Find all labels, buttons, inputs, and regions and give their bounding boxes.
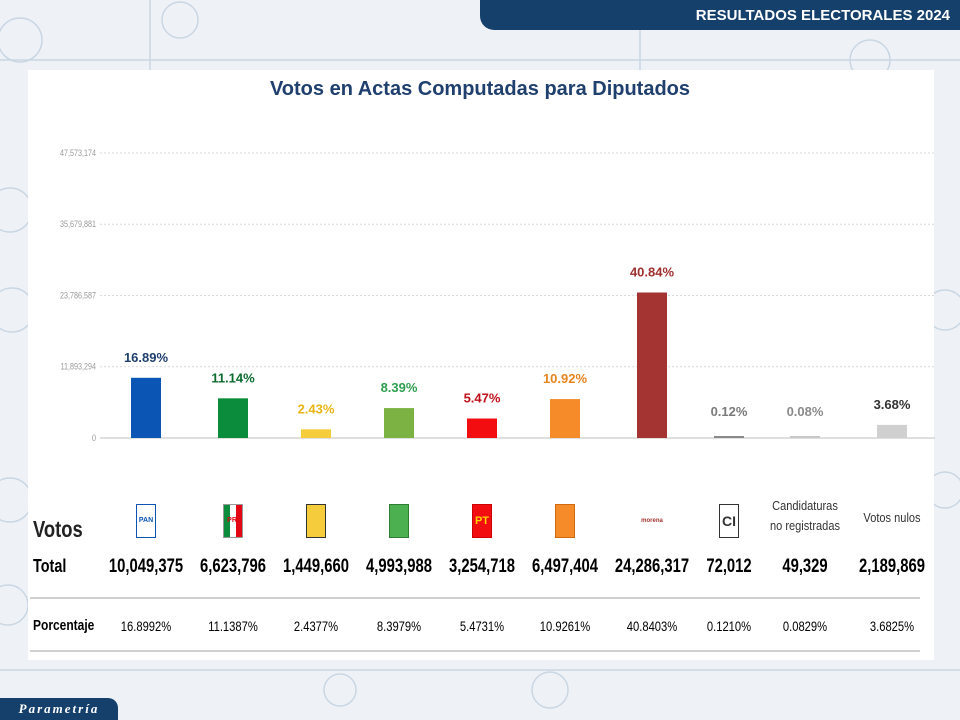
percentage-value: 40.8403% [626,618,678,634]
bar-ci [714,436,744,438]
data-label: 0.12% [711,404,748,419]
ci-logo-cell: CI [679,502,779,546]
row-divider [30,597,920,599]
ci-logo: CI [719,504,739,538]
bar-pan [131,377,161,438]
percentage-value: 16.8992% [120,618,172,634]
pvem-logo [389,504,409,538]
bar-votos-nulos [877,424,907,438]
pan-logo-cell: PAN [96,502,196,546]
y-tick-label: 35,679,881 [60,220,96,230]
pri-logo-cell: PRI [183,502,283,546]
total-value: 3,254,718 [449,556,515,577]
chart-title: Votos en Actas Computadas para Diputados [269,78,691,100]
data-label: 16.89% [124,350,169,365]
report-banner: RESULTADOS ELECTORALES 2024 [480,0,960,30]
pri-logo: PRI [223,504,243,538]
data-label: 11.14% [211,370,255,385]
pvem-logo-cell [349,502,449,546]
total-value: 24,286,317 [614,556,690,577]
data-label: 5.47% [464,391,501,406]
percentage-value: 5.4731% [459,618,505,634]
morena-logo-cell: morena [602,502,702,546]
prd-logo [306,504,326,538]
total-value: 6,497,404 [532,556,598,577]
y-tick-label: 0 [92,433,96,443]
data-label: 8.39% [381,380,418,395]
column-header-line: no registradas [769,518,841,533]
data-label: 0.08% [787,404,824,419]
total-value: 4,993,988 [366,556,432,577]
pt-logo: PT [472,504,492,538]
bar-morena [637,292,667,438]
percentage-value: 3.6825% [869,618,915,634]
y-tick-label: 47,573,174 [60,148,96,158]
y-tick-label: 11,893,294 [61,362,97,372]
percentage-value: 2.4377% [293,618,339,634]
bar-candidaturas-no-registradas [790,436,820,438]
bar-pt [467,418,497,438]
table-heading: Votos [33,516,83,542]
y-tick-label: 23,786,587 [60,291,96,301]
column-header: Candidaturas no registradas [763,496,848,536]
bar-pri [218,398,248,438]
column-header: Votos nulos [850,508,935,528]
percentage-value: 11.1387% [208,618,258,634]
bar-pvem [384,408,414,438]
column-header-line: Candidaturas [772,498,838,513]
mc-logo [555,504,575,538]
column-header-line: Votos nulos [863,510,921,525]
prd-logo-cell [266,502,366,546]
morena-logo: morena [636,504,668,538]
total-value: 10,049,375 [108,556,184,577]
total-value: 2,189,869 [859,556,925,577]
pan-logo: PAN [136,504,156,538]
data-label: 2.43% [298,401,335,416]
row-divider [30,650,920,652]
total-value: 1,449,660 [283,556,349,577]
bar-prd [301,429,331,438]
total-value: 72,012 [706,556,752,577]
brand-logo: Parametría [0,698,118,720]
percentage-row-label: Porcentaje [33,617,95,634]
percentage-value: 0.1210% [706,618,752,634]
bar-mc [550,399,580,438]
chart-panel [28,70,934,660]
data-label: 3.68% [874,397,911,412]
data-label: 40.84% [630,265,675,280]
percentage-value: 10.9261% [539,618,591,634]
data-label: 10.92% [543,371,588,386]
percentage-value: 8.3979% [376,618,422,634]
percentage-value: 0.0829% [782,618,828,634]
pt-logo-cell: PT [432,502,532,546]
total-value: 49,329 [782,556,828,577]
total-value: 6,623,796 [200,556,266,577]
total-row-label: Total [33,556,67,576]
mc-logo-cell [515,502,615,546]
